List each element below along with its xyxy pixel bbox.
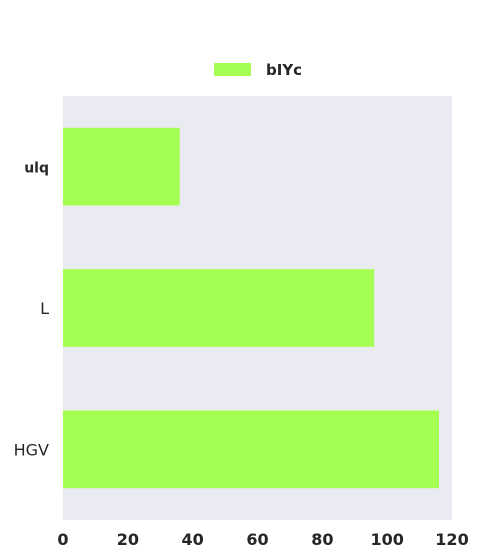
x-tick-120: 120 (435, 530, 468, 549)
bar-l (63, 269, 375, 347)
x-tick-40: 40 (182, 530, 204, 549)
legend-label: bIYc (266, 61, 302, 79)
x-tick-labels: 0 20 40 60 80 100 120 (57, 530, 468, 549)
category-labels: ulq L HGV (14, 161, 49, 460)
category-label-l: L (40, 299, 49, 318)
x-tick-80: 80 (311, 530, 333, 549)
category-label-hgv: HGV (14, 440, 49, 459)
x-tick-0: 0 (57, 530, 68, 549)
bar-hgv (63, 410, 440, 489)
category-label-ulq: ulq (24, 161, 49, 177)
x-tick-60: 60 (246, 530, 268, 549)
legend: bIYc (214, 61, 302, 79)
bars-group (63, 127, 440, 489)
x-tick-100: 100 (370, 530, 403, 549)
legend-swatch (214, 63, 251, 76)
x-tick-20: 20 (117, 530, 139, 549)
bar-ulq (63, 127, 180, 206)
